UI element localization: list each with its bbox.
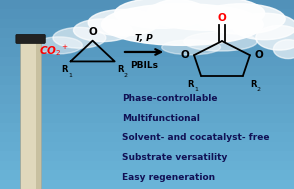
FancyBboxPatch shape <box>20 42 41 189</box>
Text: Multifunctional: Multifunctional <box>122 114 200 123</box>
Bar <box>0 104 294 113</box>
Bar <box>0 94 294 104</box>
Ellipse shape <box>74 19 132 42</box>
Text: 2: 2 <box>256 87 260 92</box>
Ellipse shape <box>53 27 106 48</box>
Bar <box>0 19 294 28</box>
Bar <box>0 57 294 66</box>
Bar <box>0 38 294 47</box>
Text: 2: 2 <box>124 73 128 78</box>
Bar <box>0 132 294 142</box>
Text: 1: 1 <box>194 87 198 92</box>
Ellipse shape <box>184 32 257 51</box>
Ellipse shape <box>115 0 209 28</box>
Ellipse shape <box>256 26 294 50</box>
Ellipse shape <box>232 13 294 40</box>
Text: Phase-controllable: Phase-controllable <box>122 94 218 103</box>
Text: 1: 1 <box>68 73 72 78</box>
Bar <box>0 9 294 19</box>
Bar <box>0 66 294 76</box>
Bar <box>0 142 294 151</box>
Bar <box>0 28 294 38</box>
Bar <box>0 76 294 85</box>
FancyBboxPatch shape <box>16 34 45 43</box>
Text: R: R <box>250 80 256 89</box>
Bar <box>0 151 294 161</box>
Text: O: O <box>255 50 264 60</box>
Text: O: O <box>180 50 189 60</box>
Bar <box>0 85 294 94</box>
Ellipse shape <box>162 40 220 55</box>
Text: R: R <box>188 80 194 89</box>
Text: O: O <box>218 13 226 23</box>
Bar <box>0 170 294 180</box>
Ellipse shape <box>101 4 263 45</box>
Ellipse shape <box>273 40 294 59</box>
Text: R: R <box>61 65 68 74</box>
Text: T, P: T, P <box>135 34 153 43</box>
Text: O: O <box>88 27 97 37</box>
Text: R: R <box>117 65 124 74</box>
Text: Substrate versatility: Substrate versatility <box>122 153 227 162</box>
Ellipse shape <box>35 37 82 54</box>
Ellipse shape <box>197 4 285 34</box>
Ellipse shape <box>88 9 159 36</box>
Text: CO$_2$$^+$: CO$_2$$^+$ <box>39 43 70 57</box>
Text: Easy regeneration: Easy regeneration <box>122 173 215 182</box>
Text: PBILs: PBILs <box>130 61 158 70</box>
Bar <box>0 123 294 132</box>
Bar <box>0 0 294 9</box>
Bar <box>0 113 294 123</box>
Bar <box>0 161 294 170</box>
Text: Solvent- and cocatalyst- free: Solvent- and cocatalyst- free <box>122 133 270 143</box>
Bar <box>0 180 294 189</box>
Ellipse shape <box>147 0 265 30</box>
FancyBboxPatch shape <box>36 42 41 189</box>
Bar <box>0 47 294 57</box>
